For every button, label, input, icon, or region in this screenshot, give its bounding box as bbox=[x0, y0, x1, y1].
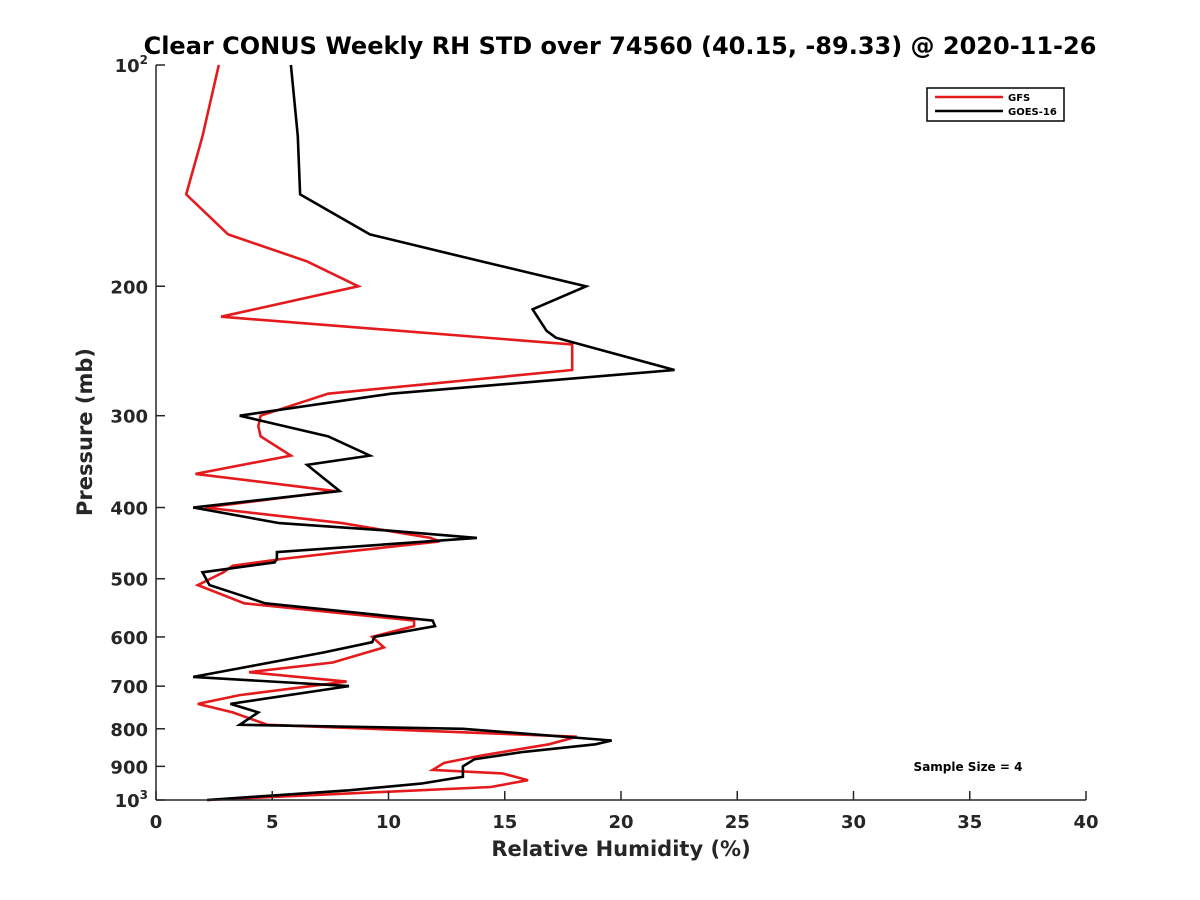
x-tick-label: 20 bbox=[608, 812, 633, 833]
series-line-goes16 bbox=[192, 64, 675, 802]
x-tick-label: 30 bbox=[841, 812, 866, 833]
y-tick-label: 900 bbox=[110, 757, 148, 778]
x-tick-label: 5 bbox=[266, 812, 279, 833]
y-tick-label: 700 bbox=[110, 677, 148, 698]
chart-title: Clear CONUS Weekly RH STD over 74560 (40… bbox=[144, 32, 1097, 60]
y-tick-label: 500 bbox=[110, 570, 148, 591]
legend-label-goes16: GOES-16 bbox=[1008, 107, 1057, 118]
legend: GFS GOES-16 bbox=[926, 87, 1065, 122]
x-tick-label: 35 bbox=[957, 812, 982, 833]
plot-area: 0 5 10 15 20 25 30 35 40102200300400500600700800… bbox=[110, 53, 1098, 833]
y-tick-label: 800 bbox=[110, 720, 148, 741]
legend-label-gfs: GFS bbox=[1008, 93, 1030, 104]
y-tick-label: 400 bbox=[110, 499, 148, 520]
x-tick-label: 10 bbox=[376, 812, 401, 833]
y-tick-label: 600 bbox=[110, 628, 148, 649]
sample-size-annotation: Sample Size = 4 bbox=[914, 760, 1023, 774]
x-tick-label: 40 bbox=[1073, 812, 1098, 833]
x-tick-label: 15 bbox=[492, 812, 517, 833]
y-axis-label: Pressure (mb) bbox=[73, 348, 97, 516]
x-tick-label: 25 bbox=[725, 812, 750, 833]
x-tick-label: 0 bbox=[150, 812, 163, 833]
legend-box bbox=[926, 87, 1065, 122]
y-tick-label: 300 bbox=[110, 407, 148, 428]
y-tick-label: 200 bbox=[110, 277, 148, 298]
x-axis-label: Relative Humidity (%) bbox=[491, 837, 750, 861]
